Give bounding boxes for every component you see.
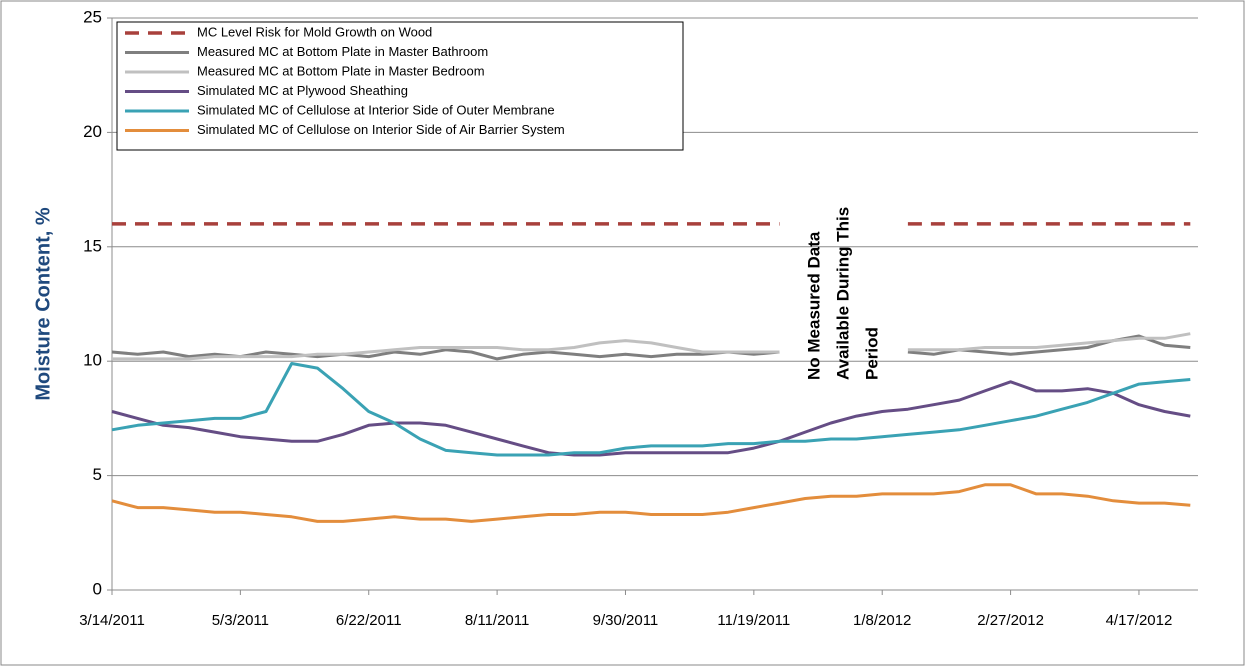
annotation-line: No Measured Data xyxy=(804,231,823,380)
legend-label: Simulated MC of Cellulose at Interior Si… xyxy=(197,102,555,117)
y-tick-label: 20 xyxy=(83,122,102,141)
legend-label: Measured MC at Bottom Plate in Master Ba… xyxy=(197,44,488,59)
x-tick-label: 2/27/2012 xyxy=(977,612,1044,629)
series-line xyxy=(112,332,1191,361)
x-tick-label: 11/19/2011 xyxy=(717,612,790,629)
x-tick-label: 8/11/2011 xyxy=(465,612,530,629)
series-line xyxy=(111,380,1191,457)
x-tick-label: 1/8/2012 xyxy=(853,612,911,629)
y-tick-label: 10 xyxy=(83,351,102,370)
y-tick-label: 5 xyxy=(93,465,102,484)
y-tick-label: 15 xyxy=(83,236,102,255)
series-line xyxy=(111,483,1191,523)
legend-label: Simulated MC of Cellulose on Interior Si… xyxy=(197,122,565,137)
legend-box xyxy=(116,21,684,151)
series-line xyxy=(111,362,1191,457)
legend-label: MC Level Risk for Mold Growth on Wood xyxy=(197,24,432,39)
x-tick-label: 3/14/2011 xyxy=(79,612,145,629)
x-tick-label: 9/30/2011 xyxy=(593,612,659,629)
legend-label: Measured MC at Bottom Plate in Master Be… xyxy=(197,63,485,78)
x-tick-label: 4/17/2012 xyxy=(1106,612,1173,629)
y-axis-label: Moisture Content, % xyxy=(32,207,54,401)
y-tick-label: 0 xyxy=(93,579,102,598)
legend-label: Simulated MC at Plywood Sheathing xyxy=(197,83,408,98)
annotation-line: Period xyxy=(862,327,881,380)
annotation: No Measured Data Available During This Per… xyxy=(804,207,881,380)
annotation-line: Available During This xyxy=(833,207,852,380)
x-tick-label: 6/22/2011 xyxy=(336,612,402,629)
y-tick-label: 25 xyxy=(83,7,102,26)
x-tick-label: 5/3/2011 xyxy=(212,612,269,629)
